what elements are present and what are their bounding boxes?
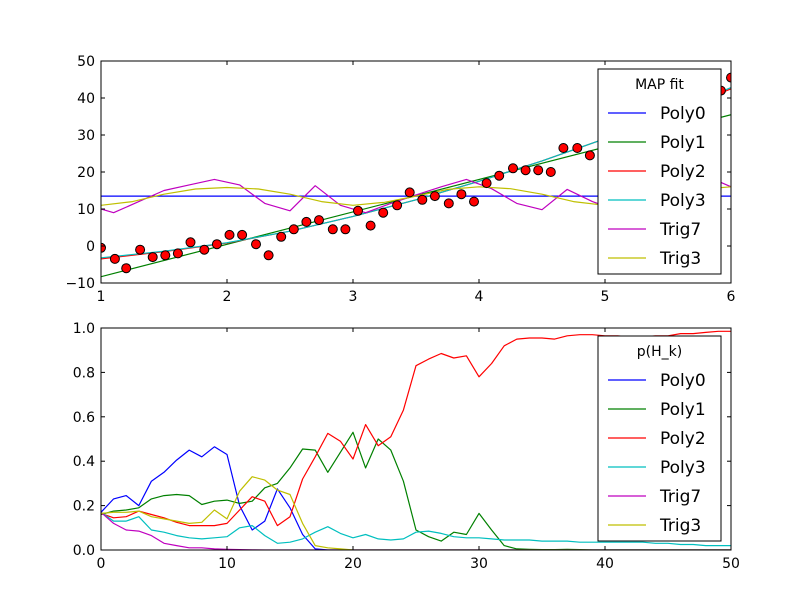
legend-2: p(H_k) Poly0 Poly1 Poly2 Poly3 Trig7 Trig3 xyxy=(597,335,722,542)
y-tick-label: −10 xyxy=(65,276,95,292)
data-point xyxy=(185,237,196,248)
data-point xyxy=(224,229,235,240)
x-tick-label: 40 xyxy=(596,556,614,572)
data-point xyxy=(135,244,146,255)
data-point xyxy=(572,143,583,153)
y-tick-label: 0.6 xyxy=(73,410,95,426)
data-point xyxy=(109,253,120,264)
data-point xyxy=(147,252,158,263)
x-tick-label: 0 xyxy=(97,556,106,572)
data-point xyxy=(288,224,299,235)
data-point xyxy=(726,72,731,83)
data-point xyxy=(327,224,338,235)
series-line-poly1 xyxy=(101,431,731,550)
legend-title: MAP fit xyxy=(635,77,684,93)
data-point xyxy=(392,200,403,211)
data-point xyxy=(365,220,376,231)
x-tick-label: 3 xyxy=(349,289,358,305)
data-point xyxy=(263,250,274,261)
data-point xyxy=(417,194,428,205)
data-point xyxy=(353,205,363,216)
data-point xyxy=(301,216,312,227)
y-tick-label: 30 xyxy=(77,128,95,144)
data-point xyxy=(456,189,467,200)
y-tick-label: 1.0 xyxy=(73,321,95,337)
series-line-trig3 xyxy=(101,476,731,550)
legend-label-trig7: Trig7 xyxy=(659,220,701,240)
data-point xyxy=(404,187,415,198)
legend-label-poly1: Poly1 xyxy=(660,133,706,153)
y-tick-label: 0.2 xyxy=(73,499,95,515)
legend-label-poly2: Poly2 xyxy=(660,162,706,182)
axes-frame xyxy=(100,327,732,551)
data-point xyxy=(199,244,210,255)
x-tick-label: 20 xyxy=(344,556,362,572)
series-line-poly0 xyxy=(101,446,731,550)
data-point xyxy=(481,178,492,189)
legend-label-trig3: Trig3 xyxy=(659,249,701,269)
legend-label-poly3: Poly3 xyxy=(660,458,706,478)
x-tick-label: 50 xyxy=(722,556,740,572)
y-tick-label: 0.4 xyxy=(73,454,95,470)
x-tick-label: 1 xyxy=(97,289,106,305)
legend-label-poly2: Poly2 xyxy=(660,429,706,449)
data-point xyxy=(211,239,222,250)
x-tick-label: 2 xyxy=(223,289,232,305)
data-point xyxy=(443,198,454,209)
y-tick-label: 20 xyxy=(77,165,95,181)
legend-label-trig7: Trig7 xyxy=(659,487,701,507)
data-point xyxy=(558,143,569,153)
plot-panel-2: 0 10 20 30 40 50 0.0 0.2 0.4 0.6 0.8 1.0 p(H_k) Poly0… xyxy=(73,321,740,572)
data-point xyxy=(584,150,595,161)
data-point xyxy=(378,207,389,218)
legend-title: p(H_k) xyxy=(637,344,682,360)
y-tick-label: 50 xyxy=(77,54,95,70)
legend-label-poly0: Poly0 xyxy=(660,104,706,124)
data-point xyxy=(508,163,518,174)
x-tick-label: 30 xyxy=(470,556,488,572)
y-tick-label: 0.8 xyxy=(73,365,95,381)
x-tick-label: 10 xyxy=(218,556,236,572)
y-tick-label: 0 xyxy=(86,239,95,255)
plot-panel-1: 1 2 3 4 5 6 −10 0 10 20 30 40 50 MAP fit Poly0 Poly1 Pol… xyxy=(65,54,735,305)
data-point xyxy=(533,165,544,176)
data-point xyxy=(314,215,324,226)
data-point xyxy=(121,263,132,274)
data-point xyxy=(251,239,261,250)
x-tick-label: 6 xyxy=(727,289,736,305)
data-point xyxy=(160,250,171,261)
data-point xyxy=(340,224,351,235)
data-point xyxy=(545,167,556,177)
x-tick-label: 4 xyxy=(475,289,484,305)
legend-label-poly0: Poly0 xyxy=(660,371,706,391)
data-point xyxy=(237,229,248,240)
data-point xyxy=(494,170,505,181)
legend-label-trig3: Trig3 xyxy=(659,516,701,536)
legend-label-poly3: Poly3 xyxy=(660,191,706,211)
x-tick-label: 5 xyxy=(601,289,610,305)
legend-1: MAP fit Poly0 Poly1 Poly2 Poly3 Trig7 Trig3 xyxy=(597,68,722,275)
data-point xyxy=(172,248,183,259)
y-tick-label: 10 xyxy=(77,202,95,218)
data-point xyxy=(276,231,287,242)
data-point xyxy=(469,196,479,207)
y-tick-label: 40 xyxy=(77,91,95,107)
data-point xyxy=(429,191,440,202)
data-point xyxy=(520,165,531,176)
series-line-poly3 xyxy=(101,511,731,547)
y-tick-label: 0.0 xyxy=(73,543,95,559)
legend-label-poly1: Poly1 xyxy=(660,400,706,420)
